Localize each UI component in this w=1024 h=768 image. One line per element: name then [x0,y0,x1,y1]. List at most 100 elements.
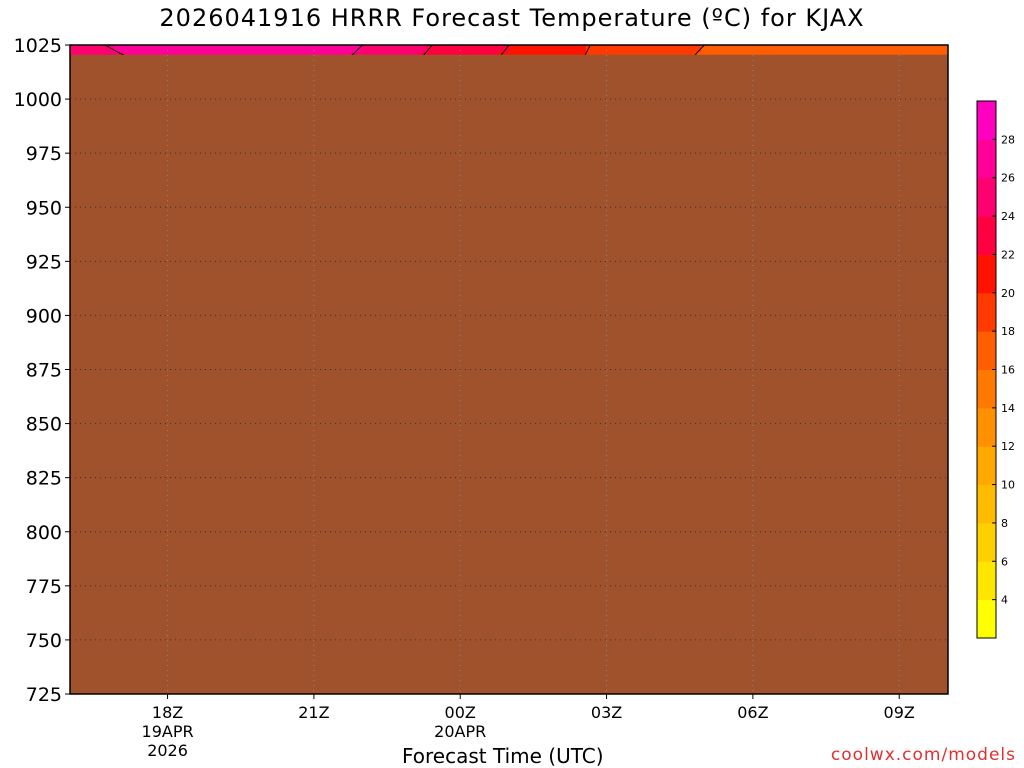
heat-cell [426,45,433,53]
heat-cell [382,45,389,53]
heat-cell [942,45,948,53]
heat-cell [163,45,170,53]
heat-cell [70,45,77,53]
heat-cell [327,45,334,53]
heat-cell [876,45,883,53]
heat-cell [640,45,647,53]
heat-cell [766,45,773,53]
heat-cell [91,45,99,53]
heat-cell [525,45,532,53]
heat-cell [240,45,247,53]
heat-cell [585,45,592,53]
heat-cell [207,45,214,53]
heat-cell [388,45,395,53]
heat-cell [865,45,872,53]
heat-cell [558,45,565,53]
heat-cell [755,45,763,53]
heat-cell [86,45,93,53]
heat-cell [174,45,181,53]
heat-cell [618,45,625,53]
heat-cell [799,45,806,53]
heat-cell [80,45,88,53]
heat-cell [706,45,713,53]
heat-cell [487,45,494,53]
heat-cell [926,45,933,53]
heat-cell [821,45,828,53]
heat-cell [646,45,653,53]
heat-cell [783,45,790,53]
heat-cell [278,45,285,53]
heat-cell [519,45,527,53]
heat-cell [273,45,280,53]
heat-cell [130,45,137,53]
heat-cell [141,45,148,53]
heat-cell [146,45,153,53]
heat-cell [256,45,263,53]
heat-cell [695,45,702,53]
heat-cell [920,45,927,53]
heat-cell [157,45,164,53]
heat-cell [893,45,900,53]
heat-cell [234,45,241,53]
heat-cell [662,45,669,53]
heatmap-area: 66681014141820 [70,45,948,694]
heat-cell [366,45,373,53]
heat-cell [509,45,516,53]
heat-cell [470,45,477,53]
heat-cell [294,45,302,53]
heat-cell [832,45,839,53]
heat-cell [552,45,559,53]
heat-cell [305,45,313,53]
heat-cell [871,45,878,53]
heat-cell [229,45,236,53]
heat-cell [267,45,274,53]
heat-cell [613,45,620,53]
heat-cell [300,45,307,53]
heat-cell [190,45,197,53]
heat-cell [432,45,439,53]
heat-cell [113,45,120,53]
heat-cell [415,45,422,53]
heat-cell [684,45,691,53]
heat-cell [245,45,252,53]
heat-cell [541,45,549,53]
heat-cell [723,45,730,53]
heat-cell [629,45,636,53]
heat-cell [827,45,834,53]
heat-cell [322,45,329,53]
heat-cell [251,45,258,53]
heat-cell [563,45,570,53]
heat-cell [459,45,466,53]
heat-cell [179,45,186,53]
heat-cell [624,45,631,53]
heat-cell [607,45,614,53]
heat-cell [937,45,944,53]
heat-cell [284,45,291,53]
heat-cell [887,45,894,53]
heat-cell [854,45,861,53]
heat-cell [97,45,104,53]
heat-cell [904,45,911,53]
heat-cell [152,45,159,53]
heat-cell [898,45,905,53]
heat-cell [596,45,603,53]
heat-cell [360,45,367,53]
heat-cell [119,45,126,53]
heat-cell [794,45,801,53]
heat-cell [371,45,378,53]
heat-cell [421,45,428,53]
heat-cell [591,45,598,53]
heat-cell [712,45,719,53]
chart-title: 2026041916 HRRR Forecast Temperature (ºC… [159,4,865,32]
heat-cell [410,45,417,53]
heat-cell [476,45,483,53]
heat-cell [816,45,823,53]
heat-cell [262,45,269,53]
heat-cell [185,45,192,53]
heat-cell [860,45,867,53]
heat-cell [311,45,318,53]
heat-cell [580,45,587,53]
heat-cell [289,45,296,53]
heat-cell [536,45,543,53]
